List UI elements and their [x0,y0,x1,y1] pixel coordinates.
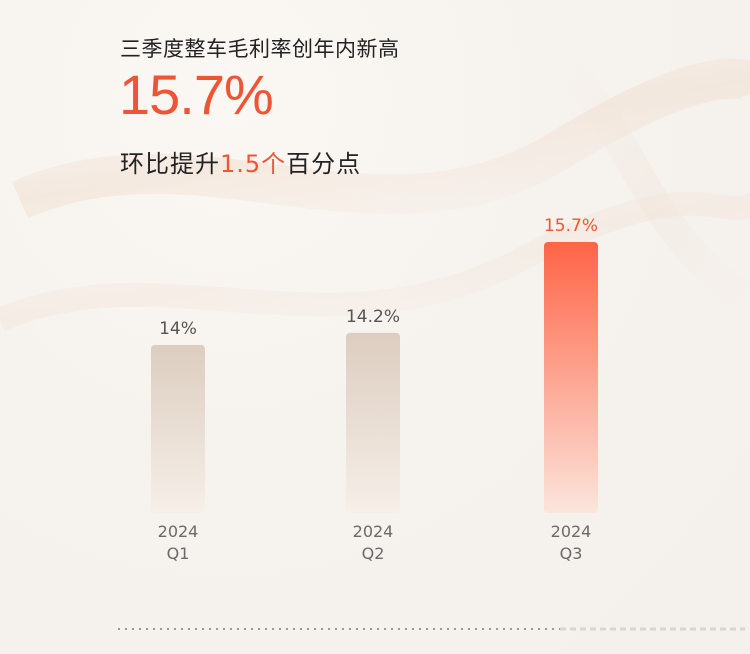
category-label-1-line-1: 2024 [158,522,199,541]
comparison-prefix: 环比提升 [120,150,220,178]
data-label-3: 15.7% [544,216,598,236]
comparison-suffix: 百分点 [286,150,362,178]
data-label-2: 14.2% [346,307,400,327]
bar-3 [544,242,598,513]
bar-1 [151,345,205,513]
headline-value: 15.7% [119,63,274,126]
category-label-2-line-1: 2024 [353,522,394,541]
data-label-1: 14% [159,319,197,339]
category-label-1-line-2: Q1 [167,544,190,563]
comparison-value: 1.5个 [220,150,287,178]
category-label-3-line-1: 2024 [551,522,592,541]
category-label-3-line-2: Q3 [560,544,583,563]
category-label-2-line-2: Q2 [362,544,385,563]
bar-2 [346,332,400,513]
comparison-text: 环比提升1.5个百分点 [120,144,361,179]
chart-subtitle: 三季度整车毛利率创年内新高 [120,37,400,61]
